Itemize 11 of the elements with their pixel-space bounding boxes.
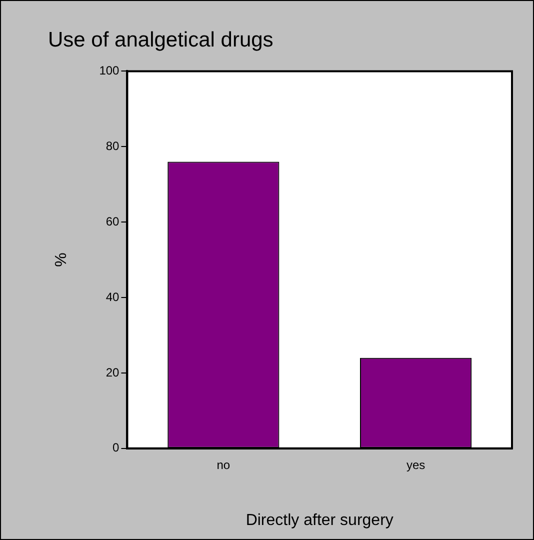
y-tick-label: 100 xyxy=(99,64,120,78)
y-axis-title: % xyxy=(53,252,70,267)
x-axis-title: Directly after surgery xyxy=(246,512,394,529)
chart-title: Use of analgetical drugs xyxy=(48,28,274,52)
y-tick-label: 80 xyxy=(106,138,120,153)
y-tick-label: 0 xyxy=(112,440,120,455)
y-tick-label: 40 xyxy=(106,290,120,304)
y-tick-label: 60 xyxy=(106,214,120,228)
x-tick-label: yes xyxy=(406,458,426,472)
x-tick-label: no xyxy=(216,458,230,472)
y-tick-label: 20 xyxy=(106,365,120,380)
